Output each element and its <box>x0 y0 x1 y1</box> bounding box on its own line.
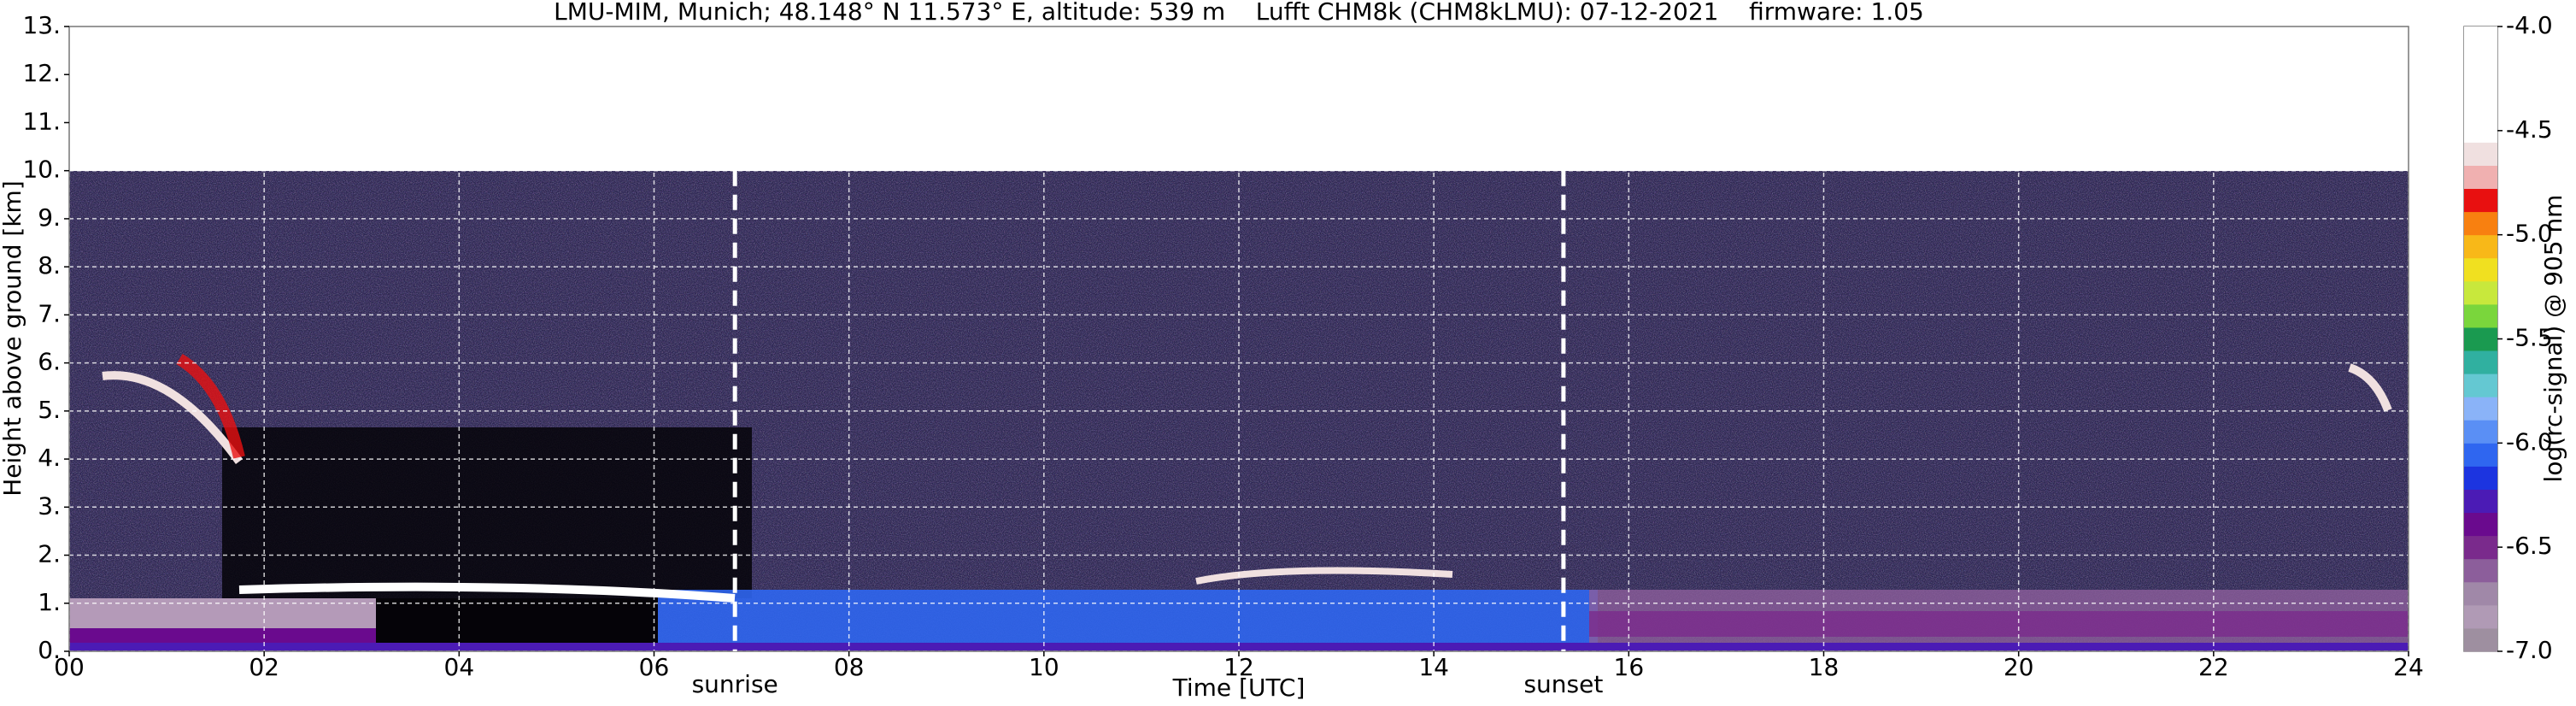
colorbar-swatch <box>2464 280 2497 305</box>
colorbar-swatch <box>2464 119 2497 143</box>
colorbar-swatch <box>2464 73 2497 97</box>
colorbar-tick-label: -5.5 <box>2506 324 2553 352</box>
x-tick-label: 20 <box>2004 653 2034 681</box>
y-tick-label: 2. <box>38 540 61 568</box>
x-tick-label: 00 <box>54 653 85 681</box>
colorbar-swatch <box>2464 535 2497 560</box>
colorbar-swatch <box>2464 512 2497 537</box>
colorbar-swatch <box>2464 211 2497 236</box>
y-tick-label: 13. <box>22 11 61 39</box>
x-tick-label: 10 <box>1029 653 1059 681</box>
colorbar-swatch <box>2464 50 2497 74</box>
y-axis-label: Height above ground [km] <box>0 180 26 497</box>
colorbar-tick-label: -5.0 <box>2506 220 2553 248</box>
colorbar-swatch <box>2464 443 2497 467</box>
colorbar-tick-label: -4.5 <box>2506 115 2553 144</box>
colorbar-swatch <box>2464 397 2497 421</box>
colorbar-swatch <box>2464 257 2497 282</box>
colorbar-swatch <box>2464 26 2497 50</box>
colorbar-tick-label: -7.0 <box>2506 636 2553 664</box>
colorbar-swatch <box>2464 142 2497 166</box>
y-tick-label: 11. <box>22 107 61 135</box>
colorbar-swatch <box>2464 558 2497 583</box>
annotation-label: sunset <box>1523 670 1603 698</box>
x-tick-label: 08 <box>834 653 865 681</box>
colorbar-swatch <box>2464 420 2497 444</box>
colorbar-tick-label: -4.0 <box>2506 11 2553 39</box>
colorbar-swatch <box>2464 466 2497 490</box>
y-tick-label: 6. <box>38 348 61 376</box>
x-tick-label: 14 <box>1418 653 1449 681</box>
x-tick-label: 02 <box>249 653 279 681</box>
colorbar-tick-label: -6.0 <box>2506 427 2553 456</box>
colorbar-swatch <box>2464 374 2497 397</box>
colorbar-label: log(rc-signal) @ 905 nm <box>2539 195 2567 483</box>
x-tick-label: 06 <box>639 653 670 681</box>
y-tick-label: 10. <box>22 156 61 184</box>
y-tick-label: 5. <box>38 396 61 424</box>
colorbar-swatch <box>2464 165 2497 190</box>
chart-title: LMU-MIM, Munich; 48.148° N 11.573° E, al… <box>554 0 1924 26</box>
x-tick-label: 04 <box>444 653 475 681</box>
y-tick-label: 0. <box>38 636 61 664</box>
y-tick-label: 7. <box>38 299 61 327</box>
y-tick-label: 8. <box>38 251 61 279</box>
y-tick-label: 4. <box>38 444 61 472</box>
colorbar-swatch <box>2464 234 2497 259</box>
colorbar-swatch <box>2464 581 2497 606</box>
y-tick-label: 1. <box>38 588 61 616</box>
colorbar-swatch <box>2464 604 2497 629</box>
colorbar-swatch <box>2464 303 2497 328</box>
colorbar-swatch <box>2464 188 2497 213</box>
colorbar-swatch <box>2464 350 2497 374</box>
x-tick-label: 22 <box>2198 653 2229 681</box>
annotation-label: sunrise <box>692 670 778 698</box>
y-tick-label: 9. <box>38 203 61 232</box>
colorbar-swatch <box>2464 489 2497 514</box>
x-tick-label: 12 <box>1223 653 1254 681</box>
x-tick-label: 18 <box>1809 653 1840 681</box>
colorbar-swatch <box>2464 627 2497 652</box>
colorbar-swatch <box>2464 96 2497 120</box>
y-tick-label: 12. <box>22 59 61 87</box>
y-tick-label: 3. <box>38 491 61 520</box>
colorbar-tick-label: -6.5 <box>2506 532 2553 560</box>
x-tick-label: 24 <box>2393 653 2424 681</box>
x-tick-label: 16 <box>1614 653 1645 681</box>
x-axis-label: Time [UTC] <box>1172 674 1306 702</box>
colorbar-swatch <box>2464 327 2497 351</box>
